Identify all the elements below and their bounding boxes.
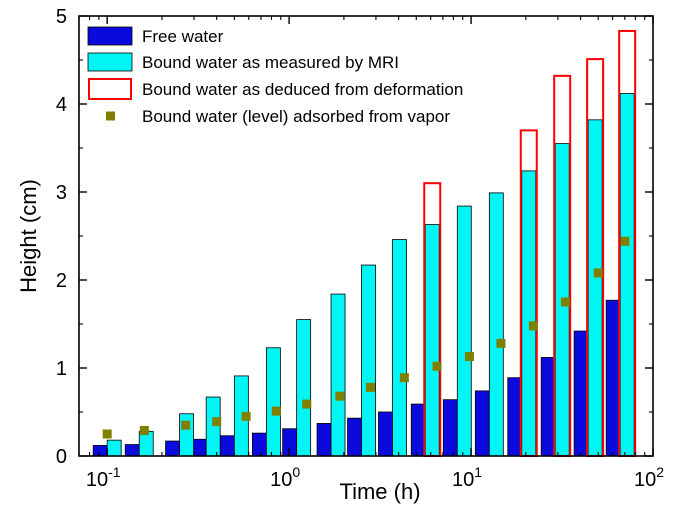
free-water-bar: [347, 417, 362, 457]
x-tick-label-exponent: 0: [292, 464, 300, 480]
legend-swatch-vapor: [106, 111, 115, 121]
legend-label-vapor: Bound water (level) adsorbed from vapor: [142, 107, 450, 126]
y-tick-label: 3: [56, 182, 67, 204]
x-tick-label: 102: [634, 464, 664, 491]
vapor-square-marker: [399, 373, 409, 383]
vapor-square-marker: [241, 411, 251, 421]
x-tick-label-base: 10: [86, 469, 108, 491]
bound-water-mri-bar: [330, 293, 346, 457]
free-water-bar: [605, 299, 621, 457]
free-water-bar: [251, 432, 267, 457]
y-axis-title: Height (cm): [16, 179, 41, 293]
bound-water-mri-bar: [521, 170, 537, 457]
bound-water-mri-bar: [392, 239, 407, 457]
free-water-bar: [540, 357, 556, 457]
free-water-bar: [165, 440, 180, 457]
legend-swatch-bound-water-mri: [87, 52, 133, 72]
free-water-bar: [573, 330, 589, 457]
x-tick-label: 101: [452, 464, 482, 491]
free-water-bar: [507, 377, 523, 457]
bound-water-mri-bar: [424, 224, 440, 457]
legend-swatch-free-water: [87, 26, 133, 46]
bound-water-mri-bar: [106, 439, 122, 457]
bound-water-mri-bar: [138, 430, 154, 457]
bound-water-mri-bar: [619, 93, 635, 457]
vapor-square-marker: [271, 406, 281, 416]
bound-water-mri-bar: [587, 119, 603, 457]
bound-water-mri-bar: [361, 264, 376, 457]
y-tick-label: 0: [56, 446, 67, 468]
markers-layer: [102, 236, 630, 439]
vapor-square-marker: [302, 399, 312, 409]
y-tick-label: 4: [56, 94, 67, 116]
vapor-square-marker: [139, 425, 149, 435]
bound-water-mri-bar: [205, 396, 221, 457]
vapor-square-marker: [335, 391, 345, 401]
legend-swatch-deformation: [88, 78, 132, 100]
vapor-square-marker: [181, 420, 191, 430]
vapor-square-marker: [560, 297, 570, 307]
vapor-square-marker: [593, 268, 603, 278]
bound-water-mri-bar: [296, 319, 312, 457]
free-water-bar: [442, 399, 458, 457]
vapor-square-marker: [432, 361, 442, 371]
legend-label-deformation: Bound water as deduced from deformation: [142, 80, 463, 99]
x-tick-label: 10-1: [86, 464, 121, 491]
x-tick-label-base: 10: [452, 469, 474, 491]
y-tick-label: 1: [56, 358, 67, 380]
vapor-square-marker: [620, 236, 630, 246]
y-tick-label: 2: [56, 270, 67, 292]
vapor-square-marker: [496, 338, 506, 348]
x-tick-label-exponent: 1: [474, 464, 482, 480]
legend: Free water Bound water as measured by MRI…: [87, 26, 463, 126]
x-tick-label-exponent: -1: [108, 464, 121, 480]
free-water-bar: [474, 390, 490, 457]
x-axis-title: Time (h): [339, 479, 420, 504]
bound-water-mri-bar: [265, 347, 281, 457]
free-water-bar: [316, 423, 332, 457]
x-tick-label: 100: [270, 464, 300, 491]
free-water-bar: [410, 403, 426, 457]
x-tick-label-base: 10: [270, 469, 292, 491]
vapor-square-marker: [365, 382, 375, 392]
vapor-square-marker: [102, 429, 112, 439]
x-tick-label-base: 10: [634, 469, 656, 491]
x-tick-label-exponent: 2: [656, 464, 664, 480]
bound-water-mri-bar: [456, 205, 472, 457]
bound-water-mri-bar: [488, 192, 504, 457]
free-water-bar: [378, 411, 393, 457]
vapor-square-marker: [464, 352, 474, 362]
vapor-square-marker: [528, 321, 538, 331]
legend-label-free: Free water: [142, 27, 224, 46]
ticks-layer: [78, 15, 654, 457]
free-water-bar: [92, 445, 108, 457]
bound-water-mri-bar: [179, 413, 194, 457]
legend-label-bound-mri: Bound water as measured by MRI: [142, 53, 399, 72]
free-water-bar: [219, 435, 235, 457]
y-tick-label: 5: [56, 6, 67, 28]
free-water-bar: [124, 444, 140, 457]
vapor-square-marker: [212, 417, 222, 427]
